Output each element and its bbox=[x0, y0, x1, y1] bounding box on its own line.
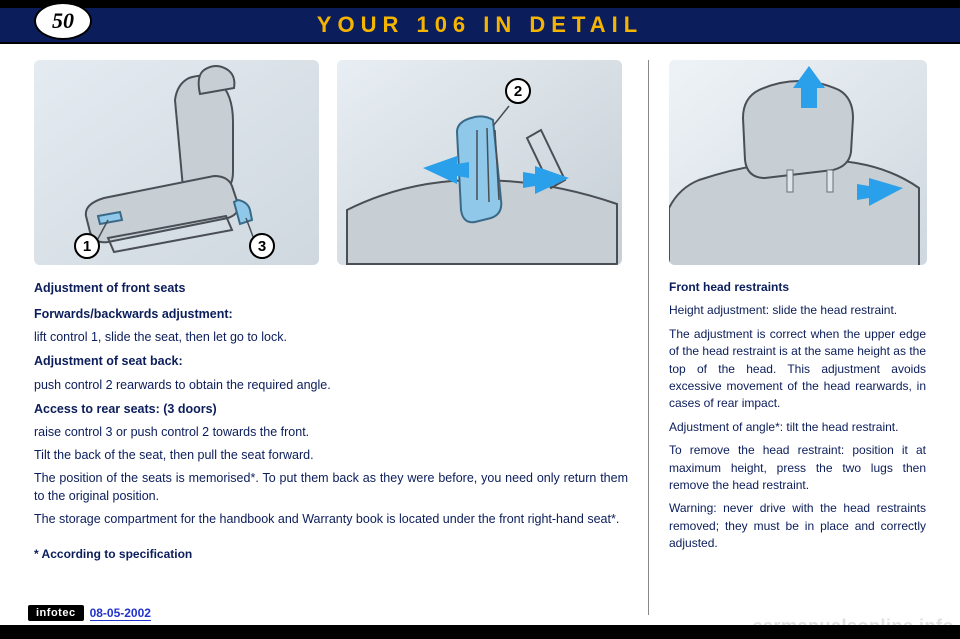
figure-seatback-lever: 2 bbox=[337, 60, 622, 265]
heading-forward-backward: Forwards/backwards adjustment: bbox=[34, 305, 628, 323]
left-column: 1 3 bbox=[34, 60, 628, 615]
heading-adjustment-front-seats: Adjustment of front seats bbox=[34, 279, 628, 297]
page: 50 YOUR 106 IN DETAIL bbox=[0, 0, 960, 639]
seat-illustration bbox=[34, 60, 319, 265]
heading-seat-back: Adjustment of seat back: bbox=[34, 352, 628, 370]
right-column: Front head restraints Height adjustment:… bbox=[648, 60, 926, 615]
date-link[interactable]: 08-05-2002 bbox=[90, 606, 151, 621]
callout-1: 1 bbox=[74, 233, 100, 259]
text-forward-backward: lift control 1, slide the seat, then let… bbox=[34, 328, 628, 346]
text-rear-a: raise control 3 or push control 2 toward… bbox=[34, 423, 628, 441]
page-title: YOUR 106 IN DETAIL bbox=[0, 8, 960, 42]
right-body-text: Front head restraints Height adjustment:… bbox=[669, 279, 926, 558]
text-height-adjust: Height adjustment: slide the head restra… bbox=[669, 302, 926, 319]
left-body-text: Adjustment of front seats Forwards/backw… bbox=[34, 279, 628, 569]
text-rear-d: The storage compartment for the handbook… bbox=[34, 510, 628, 528]
text-rear-b: Tilt the back of the seat, then pull the… bbox=[34, 446, 628, 464]
infotec-badge: infotec bbox=[28, 605, 84, 621]
heading-head-restraints: Front head restraints bbox=[669, 279, 926, 296]
bottom-black-strip bbox=[0, 625, 960, 639]
footer-left: infotec 08-05-2002 bbox=[28, 605, 151, 621]
callout-3: 3 bbox=[249, 233, 275, 259]
text-rear-c: The position of the seats is memorised*.… bbox=[34, 469, 628, 505]
lever-illustration bbox=[337, 60, 622, 265]
text-adjust-correct: The adjustment is correct when the upper… bbox=[669, 326, 926, 413]
figure-head-restraint bbox=[669, 60, 927, 265]
text-seat-back: push control 2 rearwards to obtain the r… bbox=[34, 376, 628, 394]
callout-2: 2 bbox=[505, 78, 531, 104]
header-bar: 50 YOUR 106 IN DETAIL bbox=[0, 6, 960, 44]
figure-row: 1 3 bbox=[34, 60, 628, 265]
text-angle: Adjustment of angle*: tilt the head rest… bbox=[669, 419, 926, 436]
heading-rear-access: Access to rear seats: (3 doors) bbox=[34, 400, 628, 418]
content-area: 1 3 bbox=[34, 60, 926, 615]
text-warning: Warning: never drive with the head restr… bbox=[669, 500, 926, 552]
headrest-illustration bbox=[669, 60, 927, 265]
footnote: * According to specification bbox=[34, 546, 628, 563]
figure-seat-controls: 1 3 bbox=[34, 60, 319, 265]
text-remove: To remove the head restraint: position i… bbox=[669, 442, 926, 494]
